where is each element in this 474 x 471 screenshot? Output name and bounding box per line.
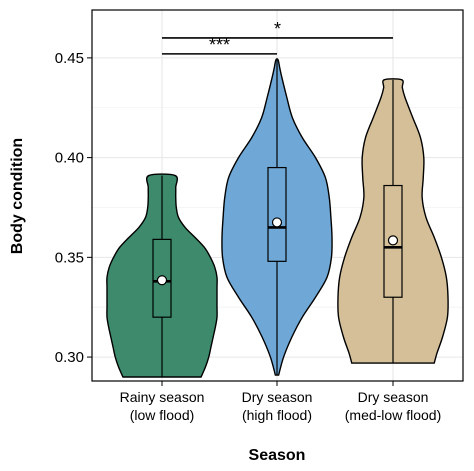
mean-point: [156, 275, 168, 286]
y-tick-label: 0.45: [55, 50, 84, 67]
iqr-box: [267, 166, 287, 262]
x-category-label: Dry season: [242, 389, 313, 405]
y-tick-label: 0.30: [55, 349, 84, 366]
significance-label: ***: [209, 35, 230, 55]
x-category-sublabel: (high flood): [242, 407, 312, 423]
x-category-label: Dry season: [358, 389, 429, 405]
x-category-sublabel: (low flood): [130, 407, 195, 423]
mean-point: [387, 235, 399, 246]
y-axis-title: Body condition: [9, 138, 26, 254]
x-category-sublabel: (med-low flood): [345, 407, 441, 423]
significance-brackets: ****: [162, 19, 393, 55]
x-axis-title: Season: [249, 447, 306, 464]
x-category-label: Rainy season: [120, 389, 205, 405]
axes: 0.30 0.35 0.40 0.45 Rainy season (low flood) D…: [55, 50, 441, 423]
significance-label: *: [274, 19, 281, 39]
boxplots: [152, 59, 403, 378]
mean-point: [271, 217, 283, 228]
y-tick-label: 0.35: [55, 249, 84, 266]
y-tick-label: 0.40: [55, 150, 84, 167]
